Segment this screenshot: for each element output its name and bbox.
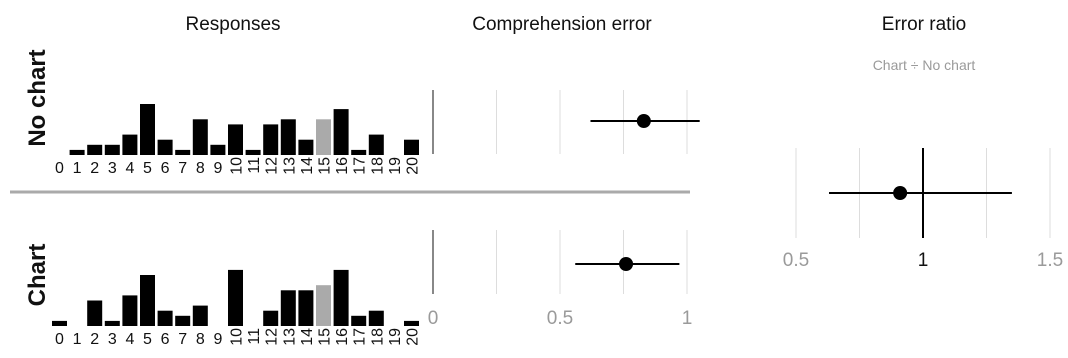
xtick-label: 9 [213, 331, 222, 348]
bar-no-chart-7 [175, 149, 191, 155]
title-responses: Responses [185, 14, 280, 35]
bar-chart-2 [87, 300, 103, 326]
bar-no-chart-11 [245, 149, 261, 155]
xtick-label: 10 [229, 157, 246, 175]
bar-no-chart-12 [263, 124, 279, 155]
bar-no-chart-20 [404, 139, 419, 155]
bar-no-chart-10 [228, 124, 243, 155]
bar-chart-17 [351, 315, 367, 326]
bar-no-chart-1 [69, 149, 85, 155]
xtick-label: 3 [108, 331, 117, 348]
bar-chart-3 [104, 320, 120, 326]
bar-no-chart-17 [351, 149, 367, 155]
bar-chart-12 [263, 310, 279, 326]
bar-no-chart-6 [157, 139, 173, 155]
xtick-label: 7 [178, 331, 187, 348]
xtick-label: 7 [178, 160, 187, 177]
xtick-label: 10 [229, 328, 246, 346]
xtick-label: 0 [55, 331, 64, 348]
xtick-label: 6 [161, 160, 170, 177]
subtitle-error-ratio: Chart ÷ No chart [873, 57, 976, 73]
xtick-label: 4 [125, 160, 134, 177]
xtick-label: 1 [73, 160, 82, 177]
xtick-label: 3 [108, 160, 117, 177]
point-ratio [893, 186, 908, 200]
bar-no-chart-14 [298, 139, 314, 155]
xtick-label: 5 [143, 160, 152, 177]
xtick-label: 19 [387, 328, 404, 346]
xtick-label: 2 [90, 331, 99, 348]
bar-chart-15 [316, 285, 331, 326]
comprehension-error-panel: 0 0.5 1 [428, 90, 700, 329]
bar-chart-4 [122, 295, 138, 326]
xtick-label: 11 [246, 157, 263, 174]
bar-chart-14 [298, 290, 314, 326]
xtick-label: 0 [55, 160, 64, 177]
xtick-label: 12 [264, 328, 281, 346]
title-comprehension-error: Comprehension error [472, 14, 652, 35]
xtick-label: 0 [428, 308, 439, 329]
xtick-label: 19 [387, 157, 404, 175]
point-chart [619, 257, 634, 271]
bar-no-chart-18 [368, 134, 384, 155]
histograms: 0 1 2 3 4 5 6 7 8 9 10 11 12 13 14 15 16 17 18 19 200 1 2 3 4 5 6 7… [52, 104, 422, 348]
xtick-label: 17 [352, 157, 369, 175]
point-no-chart [636, 114, 651, 128]
bar-no-chart-15 [316, 119, 331, 155]
error-ratio-panel: 0.5 1 1.5 [783, 148, 1063, 271]
xtick-label: 14 [299, 157, 316, 175]
xtick-label: 12 [264, 157, 281, 175]
xtick-label: 1 [918, 250, 929, 271]
xtick-label: 0.5 [783, 250, 809, 271]
xtick-label: 1 [73, 331, 82, 348]
xtick-label: 11 [246, 328, 263, 345]
bar-no-chart-8 [192, 119, 208, 155]
xtick-label: 6 [161, 331, 170, 348]
bar-no-chart-2 [87, 144, 103, 155]
xtick-label: 13 [281, 157, 298, 175]
xtick-label: 1 [682, 308, 693, 329]
bar-chart-13 [280, 290, 296, 326]
bar-chart-5 [140, 275, 155, 326]
bar-no-chart-5 [140, 104, 155, 155]
bar-chart-10 [228, 269, 243, 326]
bar-chart-0 [52, 320, 67, 326]
xtick-label: 15 [317, 157, 334, 175]
bar-no-chart-13 [280, 119, 296, 155]
xtick-label: 18 [369, 328, 386, 346]
bar-chart-18 [368, 310, 384, 326]
bar-no-chart-16 [333, 109, 349, 155]
xtick-label: 16 [334, 157, 351, 175]
xtick-label: 2 [90, 160, 99, 177]
xtick-label: 13 [281, 328, 298, 346]
bar-no-chart-4 [122, 134, 138, 155]
row-label-chart: Chart [24, 244, 51, 307]
bar-chart-16 [333, 269, 349, 326]
xtick-label: 16 [334, 328, 351, 346]
xtick-label: 15 [317, 328, 334, 346]
xtick-label: 17 [352, 328, 369, 346]
bar-no-chart-9 [210, 144, 226, 155]
xtick-label: 8 [196, 331, 205, 348]
title-error-ratio: Error ratio [882, 14, 966, 35]
row-label-no-chart: No chart [24, 49, 51, 146]
xtick-label: 9 [213, 160, 222, 177]
xtick-label: 20 [405, 328, 422, 346]
xtick-label: 18 [369, 157, 386, 175]
xtick-label: 5 [143, 331, 152, 348]
bar-chart-8 [192, 305, 208, 326]
bar-no-chart-3 [104, 144, 120, 155]
xtick-label: 8 [196, 160, 205, 177]
xtick-label: 4 [125, 331, 134, 348]
xtick-label: 1.5 [1037, 250, 1063, 271]
bar-chart-7 [175, 315, 191, 326]
xtick-label: 20 [405, 157, 422, 175]
xtick-label: 14 [299, 328, 316, 346]
bar-chart-6 [157, 310, 173, 326]
bar-chart-20 [404, 320, 419, 326]
xtick-label: 0.5 [547, 308, 573, 329]
